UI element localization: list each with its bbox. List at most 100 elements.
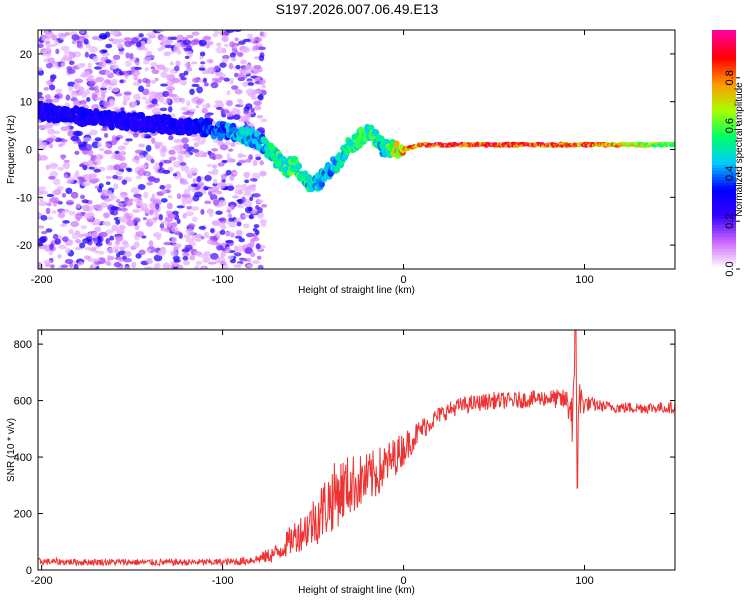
noise-blob [160,227,169,232]
noise-blob [66,68,76,75]
noise-blob [185,211,194,217]
noise-blob [84,88,91,96]
colorbar-swatch [712,242,736,246]
noise-blob [130,37,139,44]
noise-blob [46,31,55,39]
noise-blob [79,30,86,34]
colorbar-swatch [712,260,736,264]
colorbar-swatch [712,206,736,210]
noise-blob [181,115,187,120]
noise-blob [158,162,164,167]
noise-blob [208,190,213,196]
noise-blob [163,51,171,57]
noise-blob [161,145,167,152]
noise-blob [237,51,244,58]
noise-blob [135,41,142,48]
noise-blob [177,149,184,155]
noise-blob [253,100,262,106]
noise-blob [221,222,226,229]
noise-blob [95,178,100,183]
colorbar-swatch [712,266,736,270]
noise-blob [117,39,122,47]
noise-blob [187,231,196,236]
noise-blob [252,45,260,51]
colorbar-swatch [712,209,736,213]
colorbar-swatch [712,131,736,136]
y-axis-label: SNR (10 * v/v) [6,418,17,482]
noise-blob [184,244,193,251]
noise-blob [98,62,107,68]
noise-blob [124,213,130,218]
noise-blob [101,100,111,107]
colorbar-swatch [712,38,736,43]
noise-blob [234,37,239,42]
noise-blob [221,58,229,64]
noise-blob [111,78,118,84]
noise-blob [100,56,106,64]
noise-blob [48,143,54,149]
colorbar-swatch [712,146,736,151]
noise-blob [68,210,76,216]
colorbar-swatch [712,80,736,85]
noise-blob [138,85,145,93]
noise-blob [43,260,52,264]
noise-blob [105,260,111,266]
noise-blob [150,66,156,70]
noise-blob [54,94,60,99]
noise-blob [83,212,92,220]
noise-blob [211,148,219,152]
colorbar-swatch [712,263,736,267]
noise-blob [165,97,171,104]
noise-blob [101,92,106,99]
noise-blob [146,32,156,37]
noise-blob [196,175,202,183]
colorbar-swatch [712,62,736,67]
noise-blob [171,78,181,84]
colorbar-swatch [712,191,736,195]
noise-blob [70,92,79,98]
noise-blob [70,191,79,199]
noise-blob [192,137,202,142]
noise-blob [63,159,70,163]
noise-blob [191,206,200,211]
noise-blob [92,161,98,165]
noise-blob [176,205,185,209]
noise-blob [226,185,235,191]
noise-blob [183,143,190,150]
noise-blob [122,100,128,106]
colorbar-swatch [712,197,736,201]
noise-blob [84,51,89,58]
y-tick-label: 600 [14,396,32,408]
noise-blob [180,76,187,81]
noise-blob [171,145,180,150]
noise-blob [105,229,114,234]
noise-blob [79,177,84,185]
noise-blob [233,72,239,78]
noise-blob [206,208,214,214]
noise-blob [153,264,160,269]
colorbar-swatch [712,239,736,243]
noise-blob [217,217,226,222]
noise-blob [128,198,134,202]
noise-blob [76,63,85,69]
noise-blob [208,58,214,64]
colorbar-swatch [712,161,736,166]
noise-blob [158,214,163,221]
noise-blob [224,140,232,146]
noise-blob [194,191,203,198]
noise-blob [60,264,69,268]
noise-blob [136,175,142,180]
noise-blob [186,34,194,39]
noise-blob [124,250,132,258]
noise-blob [215,106,223,110]
noise-blob [241,196,246,203]
noise-blob [80,73,89,78]
noise-blob [190,39,199,46]
ridge-mark [393,140,400,148]
noise-blob [45,216,54,220]
noise-blob [124,266,131,269]
noise-blob [87,247,93,251]
noise-blob [182,213,188,219]
colorbar-label: Normalized spectral amplitude [734,82,745,217]
noise-blob [230,142,236,147]
